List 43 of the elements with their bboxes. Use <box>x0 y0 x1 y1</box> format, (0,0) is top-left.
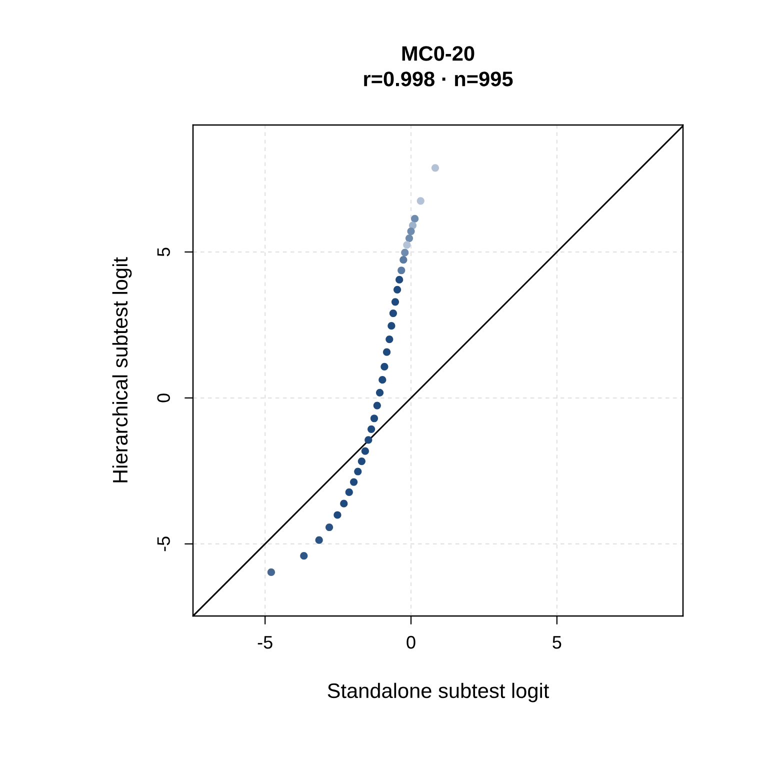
point <box>386 335 394 344</box>
point <box>388 322 396 330</box>
point <box>380 362 388 371</box>
point <box>396 276 404 284</box>
point <box>416 197 424 205</box>
point <box>350 478 358 486</box>
x-axis-title: Standalone subtest logit <box>328 682 550 702</box>
point <box>393 286 402 294</box>
y-tick-label: 5 <box>157 248 170 256</box>
point <box>403 241 411 249</box>
point <box>364 436 372 444</box>
x-tick-label: 0 <box>406 636 416 649</box>
point <box>358 457 366 466</box>
point <box>334 511 342 519</box>
point <box>382 348 391 356</box>
y-tick-label: -5 <box>157 536 170 552</box>
point <box>389 309 398 318</box>
point <box>340 500 348 508</box>
point <box>361 447 369 455</box>
point <box>431 164 440 172</box>
chart-title: MC0-20 r=0.998 · n=995 <box>364 46 513 86</box>
x-tick-label: 5 <box>552 636 562 649</box>
x-tick-label: -5 <box>258 636 272 649</box>
point <box>354 468 362 476</box>
point <box>410 214 419 223</box>
point <box>325 523 334 532</box>
point <box>373 402 381 410</box>
point <box>300 552 308 560</box>
point <box>405 234 414 242</box>
point <box>398 266 406 274</box>
point <box>401 248 409 256</box>
y-tick-label: 0 <box>157 394 170 402</box>
point <box>370 414 378 422</box>
point <box>407 227 415 236</box>
point <box>345 488 353 496</box>
point <box>378 376 386 384</box>
point <box>267 568 276 576</box>
point <box>376 388 384 396</box>
y-axis-title: Hierarchical subtest logit <box>112 257 132 482</box>
point <box>400 256 408 264</box>
point <box>368 425 376 433</box>
point <box>391 298 400 306</box>
point <box>315 536 323 544</box>
